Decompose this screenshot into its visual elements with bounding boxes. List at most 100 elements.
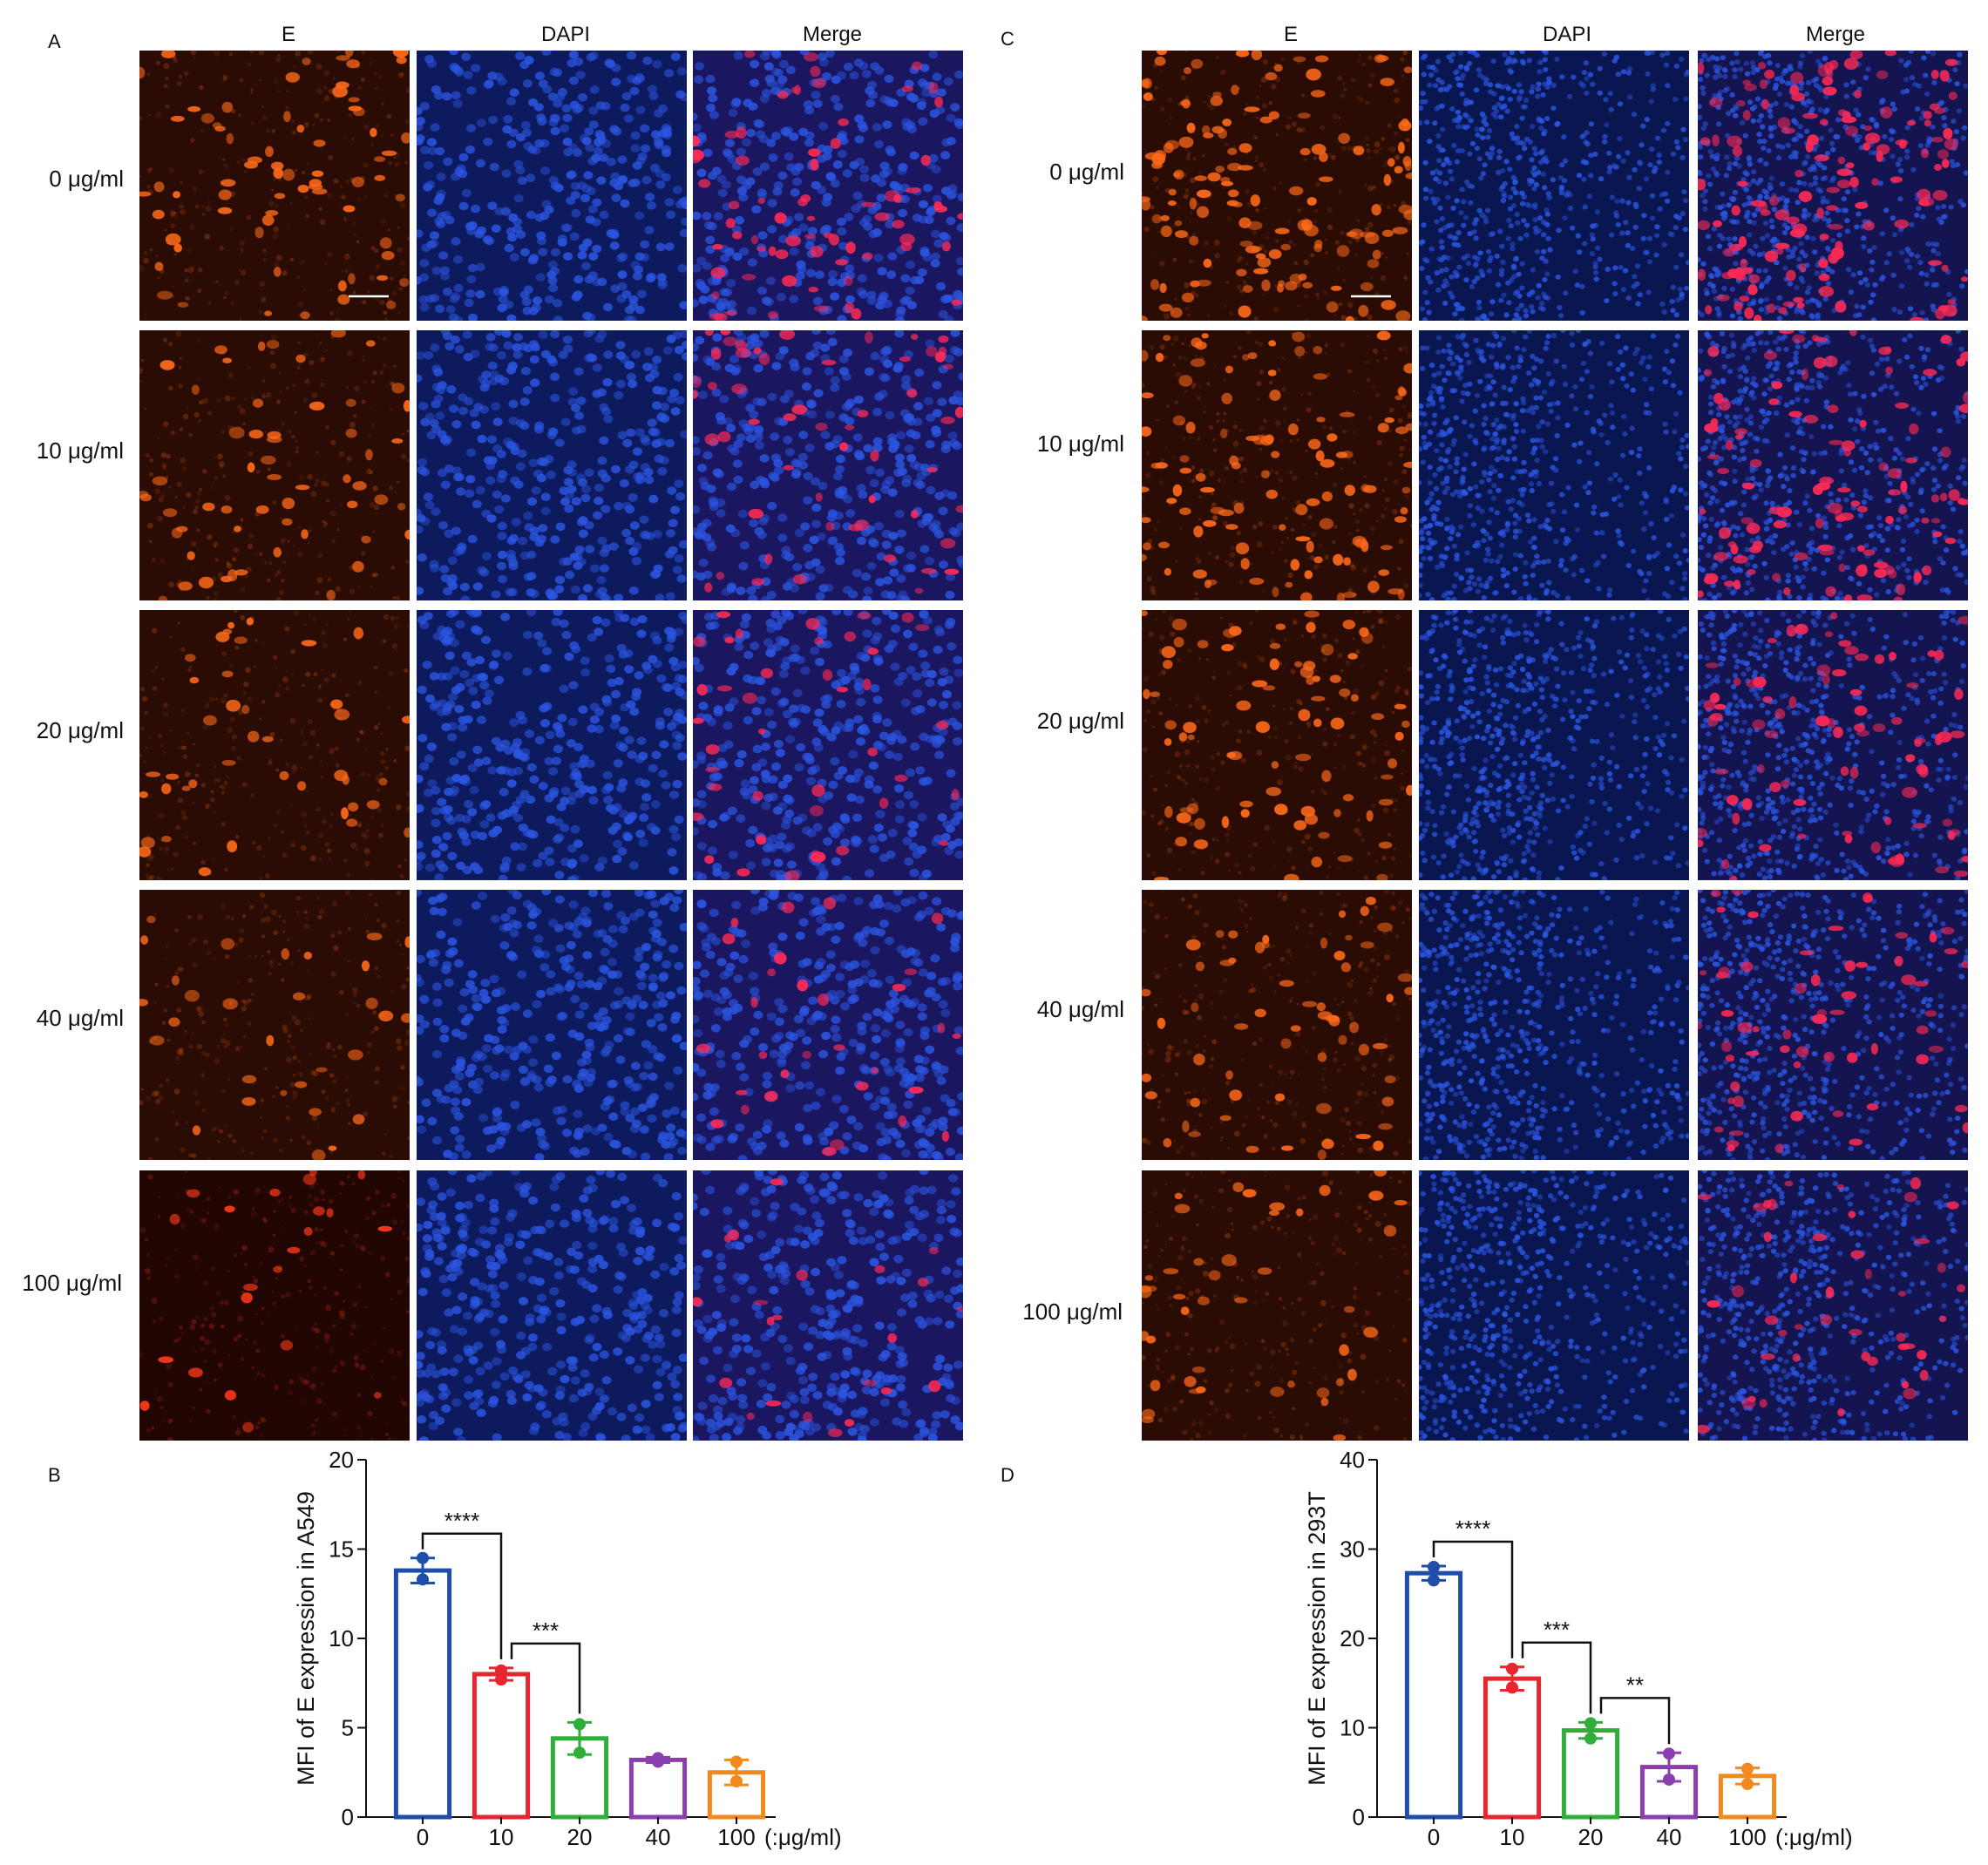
- x-tick-label: 10: [489, 1824, 514, 1850]
- data-point: [417, 1573, 429, 1586]
- panel-c-row-label: 40 μg/ml: [1036, 996, 1124, 1022]
- y-tick-label: 20: [329, 1447, 354, 1473]
- y-tick-label: 10: [329, 1625, 354, 1651]
- micrograph-dapi-tile: [417, 330, 687, 600]
- x-tick-label: 0: [1428, 1824, 1440, 1850]
- bar-chart-a549: 0 5 10 15 20 MFI of E expression in A549 0 10 20…: [293, 1447, 842, 1850]
- panel-a-row-label: 40 μg/ml: [36, 1005, 124, 1031]
- data-point: [417, 1551, 429, 1564]
- micrograph-e-tile: [139, 890, 410, 1160]
- significance-label: ****: [1455, 1516, 1490, 1542]
- micrograph-merge-tile: [1698, 890, 1968, 1160]
- micrograph-e-tile: [1142, 890, 1412, 1160]
- data-point: [1506, 1662, 1518, 1675]
- x-tick-label: 20: [1578, 1824, 1604, 1850]
- data-point: [1428, 1561, 1440, 1573]
- bar: [628, 1757, 688, 1820]
- y-tick-label: 30: [1340, 1536, 1365, 1563]
- micrograph-dapi-tile: [417, 1170, 687, 1441]
- data-point: [1506, 1681, 1518, 1694]
- micrograph-dapi-tile: [417, 890, 687, 1160]
- x-unit-label: (:μg/ml): [764, 1824, 842, 1850]
- y-axis-label: MFI of E expression in A549: [293, 1491, 319, 1786]
- panel-c-row-label: 20 μg/ml: [1036, 708, 1124, 734]
- bar: [1483, 1676, 1542, 1820]
- micrograph-dapi-tile: [1419, 1170, 1689, 1441]
- significance-label: ***: [533, 1617, 559, 1644]
- micrograph-merge-tile: [1698, 610, 1968, 880]
- micrograph-dapi-tile: [1419, 330, 1689, 600]
- data-point: [730, 1775, 743, 1787]
- panel-c-row-label: 0 μg/ml: [1049, 159, 1124, 185]
- panel-a-col-header-e: E: [281, 23, 295, 46]
- data-point: [1584, 1717, 1597, 1730]
- micrograph-dapi-tile: [417, 610, 687, 880]
- y-tick-label: 0: [1353, 1804, 1365, 1830]
- y-tick-label: 5: [342, 1715, 354, 1741]
- x-tick-label: 10: [1500, 1824, 1525, 1850]
- significance-bracket: [1432, 1540, 1514, 1658]
- data-point: [1584, 1732, 1597, 1745]
- panel-c-col-header-e: E: [1283, 23, 1298, 46]
- panel-letter-b: B: [48, 1464, 61, 1486]
- x-unit-label: (:μg/ml): [1775, 1824, 1853, 1850]
- micrograph-e-tile: [139, 1170, 410, 1441]
- micrograph-dapi-tile: [1419, 890, 1689, 1160]
- data-point: [573, 1718, 586, 1731]
- significance-bracket: [510, 1642, 581, 1714]
- panel-c-col-header-dapi: DAPI: [1542, 23, 1591, 46]
- micrograph-merge-tile: [1698, 51, 1968, 321]
- micrograph-dapi-tile: [1419, 51, 1689, 321]
- micrograph-e-tile: [139, 51, 410, 321]
- y-tick-label: 20: [1340, 1625, 1365, 1651]
- micrograph-merge-tile: [693, 51, 963, 321]
- y-tick-label: 15: [329, 1536, 354, 1563]
- micrograph-merge-tile: [1698, 1170, 1968, 1441]
- x-tick-label: 100: [1728, 1824, 1766, 1850]
- data-point: [495, 1664, 507, 1677]
- significance-label: ****: [444, 1508, 479, 1534]
- micrograph-e-tile: [139, 610, 410, 880]
- data-point: [730, 1755, 743, 1768]
- y-tick-label: 40: [1340, 1447, 1365, 1473]
- micrograph-e-tile: [139, 330, 410, 600]
- micrograph-dapi-tile: [1419, 610, 1689, 880]
- significance-label: ***: [1544, 1617, 1570, 1643]
- micrograph-merge-tile: [693, 1170, 963, 1441]
- bar: [472, 1672, 531, 1820]
- x-tick-label: 40: [1657, 1824, 1682, 1850]
- x-tick-label: 0: [417, 1824, 429, 1850]
- panel-c-col-header-merge: Merge: [1805, 23, 1866, 46]
- y-tick-label: 0: [342, 1804, 354, 1830]
- micrograph-merge-tile: [693, 330, 963, 600]
- micrograph-e-tile: [1142, 610, 1412, 880]
- x-tick-label: 20: [567, 1824, 593, 1850]
- panel-a-col-header-dapi: DAPI: [540, 23, 590, 46]
- data-point: [495, 1673, 507, 1686]
- panel-a-row-label: 0 μg/ml: [49, 166, 124, 192]
- y-axis-label: MFI of E expression in 293T: [1304, 1491, 1330, 1786]
- bar: [393, 1568, 452, 1820]
- data-point: [1663, 1747, 1675, 1760]
- panel-letter-d: D: [1001, 1464, 1014, 1486]
- bar-chart-293t: 0 10 20 30 40 MFI of E expression in 293T 0 10 2…: [1304, 1447, 1853, 1850]
- micrograph-merge-tile: [693, 610, 963, 880]
- micrograph-merge-tile: [693, 890, 963, 1160]
- data-point: [1741, 1778, 1754, 1791]
- significance-bracket: [1521, 1641, 1592, 1714]
- data-point: [1741, 1762, 1754, 1775]
- micrograph-dapi-tile: [417, 51, 687, 321]
- x-tick-label: 40: [646, 1824, 671, 1850]
- panel-letter-a: A: [48, 31, 61, 52]
- y-tick-label: 10: [1340, 1715, 1365, 1741]
- micrograph-e-tile: [1142, 51, 1412, 321]
- x-tick-label: 100: [717, 1824, 755, 1850]
- data-point: [1663, 1773, 1675, 1786]
- data-point: [573, 1746, 586, 1760]
- bar: [1404, 1570, 1463, 1820]
- significance-label: **: [1626, 1672, 1644, 1698]
- significance-bracket: [1599, 1697, 1671, 1745]
- significance-bracket: [421, 1532, 503, 1659]
- panel-a-row-label: 100 μg/ml: [22, 1270, 122, 1296]
- micrograph-e-tile: [1142, 1170, 1412, 1441]
